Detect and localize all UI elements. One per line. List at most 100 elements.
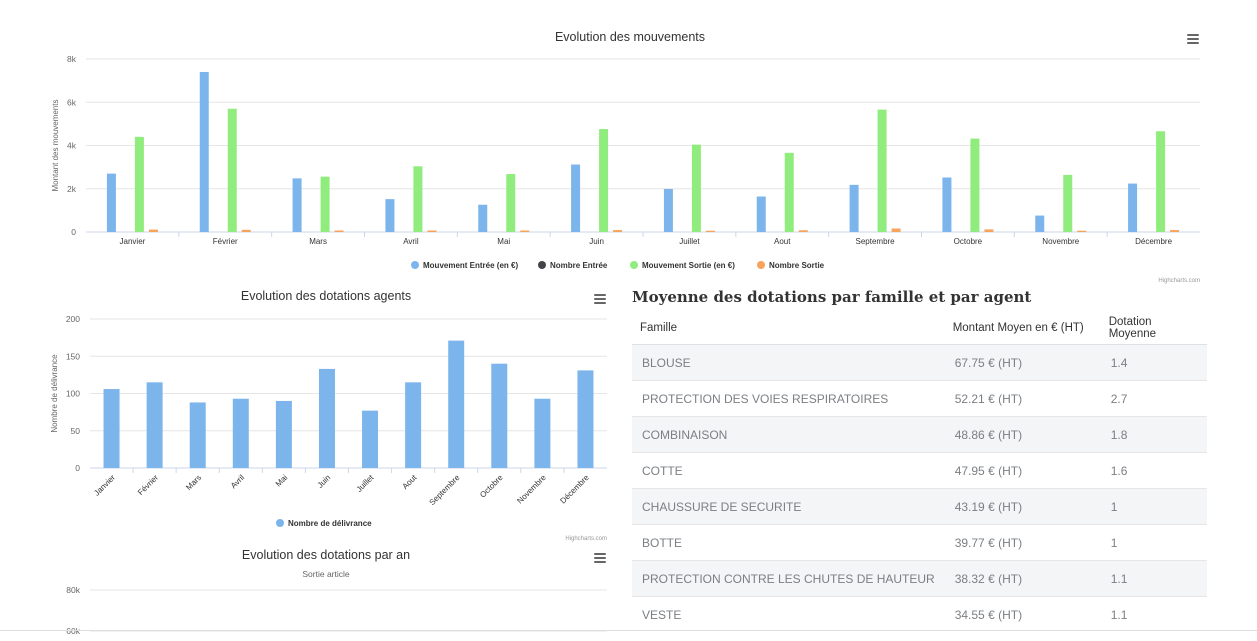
x-tick-label: Mai	[497, 237, 510, 246]
legend-marker	[411, 261, 419, 269]
bar	[491, 363, 508, 468]
bar	[705, 230, 715, 232]
table-row: PROTECTION DES VOIES RESPIRATOIRES 52.21 …	[632, 380, 1207, 417]
bar	[577, 370, 594, 468]
bar	[849, 184, 859, 232]
y-tick-label: 80k	[66, 585, 80, 595]
x-tick-label: Mars	[184, 473, 203, 492]
x-tick-label: Juin	[316, 473, 333, 490]
cell-famille: BLOUSE	[632, 344, 945, 381]
x-tick-label: Décembre	[558, 473, 591, 506]
bar	[334, 230, 344, 232]
y-tick-label: 2k	[67, 184, 77, 194]
x-tick-label: Octobre	[954, 237, 983, 246]
x-tick-label: Novembre	[515, 473, 548, 506]
legend-item: Mouvement Sortie (en €)	[642, 261, 735, 270]
bar	[448, 340, 465, 468]
cell-dotation: 1.1	[1100, 560, 1207, 597]
chart-title: Evolution des dotations par an	[242, 548, 410, 562]
bar	[534, 398, 551, 468]
bar	[232, 398, 249, 468]
legend-item: Mouvement Entrée (en €)	[423, 261, 518, 270]
bar	[798, 230, 808, 232]
bar	[241, 229, 251, 232]
bar	[292, 178, 302, 232]
x-tick-label: Janvier	[120, 237, 146, 246]
bar	[146, 382, 163, 468]
cell-montant: 34.55 € (HT)	[944, 596, 1101, 632]
column-header-famille: Famille	[632, 312, 945, 345]
bar	[427, 230, 437, 232]
cell-montant: 48.86 € (HT)	[944, 416, 1101, 453]
cell-famille: COTTE	[632, 452, 945, 489]
bar	[318, 368, 335, 468]
bar	[571, 164, 581, 232]
bar	[199, 71, 209, 232]
x-tick-label: Septembre	[428, 473, 462, 507]
cell-famille: VESTE	[632, 596, 945, 632]
movements-chart-svg: Evolution des mouvements 0 2k 4k 6k 8k Montant…	[51, 30, 1200, 284]
bar	[148, 229, 158, 232]
x-tick-label: Octobre	[478, 473, 505, 500]
bar	[784, 152, 794, 232]
y-tick-label: 0	[75, 463, 80, 473]
column-header-dotation: Dotation Moyenne	[1100, 312, 1207, 345]
bar	[599, 129, 609, 232]
cell-montant: 47.95 € (HT)	[944, 452, 1101, 489]
x-tick-label: Avril	[229, 473, 246, 490]
x-tick-label: Novembre	[1042, 237, 1079, 246]
dotations-par-an-chart-menu-icon[interactable]	[594, 553, 606, 563]
bar	[1128, 183, 1138, 232]
table-row: CHAUSSURE DE SECURITE 43.19 € (HT) 1	[632, 488, 1207, 525]
x-tick-label: Février	[136, 473, 160, 497]
bar	[106, 173, 116, 232]
x-tick-label: Mars	[309, 237, 327, 246]
cell-montant: 52.21 € (HT)	[944, 380, 1101, 417]
cell-dotation: 1	[1100, 488, 1207, 525]
table-title: Moyenne des dotations par famille et par…	[632, 288, 1032, 306]
cell-famille: CHAUSSURE DE SECURITE	[632, 488, 945, 525]
dotations-agents-chart: Evolution des dotations agents 0 50 100 150 2…	[50, 286, 615, 546]
bar	[385, 199, 395, 232]
bar	[189, 402, 206, 468]
x-tick-label: Avril	[403, 237, 419, 246]
legend-item: Nombre Entrée	[550, 261, 608, 270]
cell-montant: 39.77 € (HT)	[944, 524, 1101, 561]
bar	[103, 389, 120, 468]
y-tick-label: 8k	[67, 54, 77, 64]
legend-marker	[276, 519, 284, 527]
x-tick-label: Aout	[774, 237, 791, 246]
bar	[691, 144, 701, 232]
x-tick-label: Février	[213, 237, 238, 246]
bar	[877, 109, 887, 232]
y-tick-label: 6k	[67, 97, 77, 107]
x-tick-label: Décembre	[1135, 237, 1172, 246]
cell-montant: 67.75 € (HT)	[944, 344, 1101, 381]
y-tick-label: 60k	[66, 626, 80, 636]
x-tick-label: Septembre	[856, 237, 896, 246]
bar	[1035, 215, 1045, 232]
dotations-par-an-chart: Evolution des dotations par an Sortie art…	[50, 544, 615, 636]
bar	[405, 382, 422, 468]
dotations-agents-chart-svg: Evolution des dotations agents 0 50 100 150 2…	[50, 289, 607, 542]
cell-dotation: 2.7	[1100, 380, 1207, 417]
bar	[970, 138, 980, 232]
dotations-table: Famille Montant Moyen en € (HT) Dotation…	[632, 312, 1207, 632]
cell-montant: 38.32 € (HT)	[944, 560, 1101, 597]
bar	[756, 196, 766, 232]
table-row: COMBINAISON 48.86 € (HT) 1.8	[632, 416, 1207, 453]
x-tick-label: Mai	[274, 473, 290, 489]
dotations-agents-chart-menu-icon[interactable]	[594, 294, 606, 304]
cell-famille: PROTECTION DES VOIES RESPIRATOIRES	[632, 380, 945, 417]
cell-dotation: 1.1	[1100, 596, 1207, 632]
movements-chart-menu-icon[interactable]	[1187, 34, 1199, 44]
bar	[520, 230, 530, 232]
bar	[984, 229, 994, 232]
chart-title: Evolution des mouvements	[555, 30, 705, 44]
dotations-par-an-chart-svg: Evolution des dotations par an Sortie art…	[66, 548, 607, 636]
bar	[275, 400, 292, 468]
y-tick-label: 150	[66, 351, 80, 361]
column-header-montant: Montant Moyen en € (HT)	[944, 312, 1101, 345]
x-tick-label: Juin	[589, 237, 604, 246]
legend-marker	[630, 261, 638, 269]
